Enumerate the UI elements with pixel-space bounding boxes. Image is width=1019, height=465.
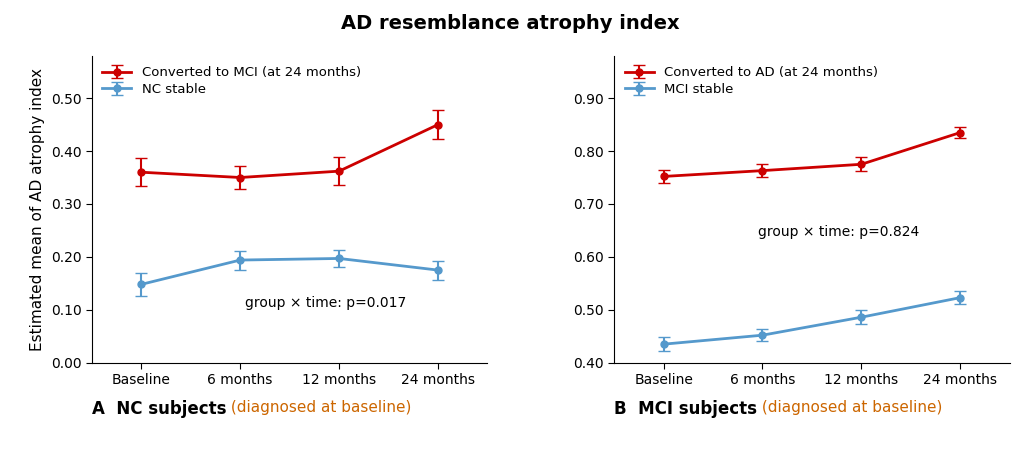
Legend: Converted to MCI (at 24 months), NC stable: Converted to MCI (at 24 months), NC stab… — [98, 62, 365, 100]
Text: (diagnosed at baseline): (diagnosed at baseline) — [756, 400, 942, 415]
Text: AD resemblance atrophy index: AD resemblance atrophy index — [340, 14, 679, 33]
Text: group × time: p=0.824: group × time: p=0.824 — [757, 225, 918, 239]
Y-axis label: Estimated mean of AD atrophy index: Estimated mean of AD atrophy index — [30, 68, 45, 351]
Text: group × time: p=0.017: group × time: p=0.017 — [245, 296, 406, 310]
Text: A  NC subjects: A NC subjects — [92, 400, 226, 418]
Text: B  MCI subjects: B MCI subjects — [613, 400, 756, 418]
Text: (diagnosed at baseline): (diagnosed at baseline) — [226, 400, 412, 415]
Legend: Converted to AD (at 24 months), MCI stable: Converted to AD (at 24 months), MCI stab… — [621, 62, 881, 100]
